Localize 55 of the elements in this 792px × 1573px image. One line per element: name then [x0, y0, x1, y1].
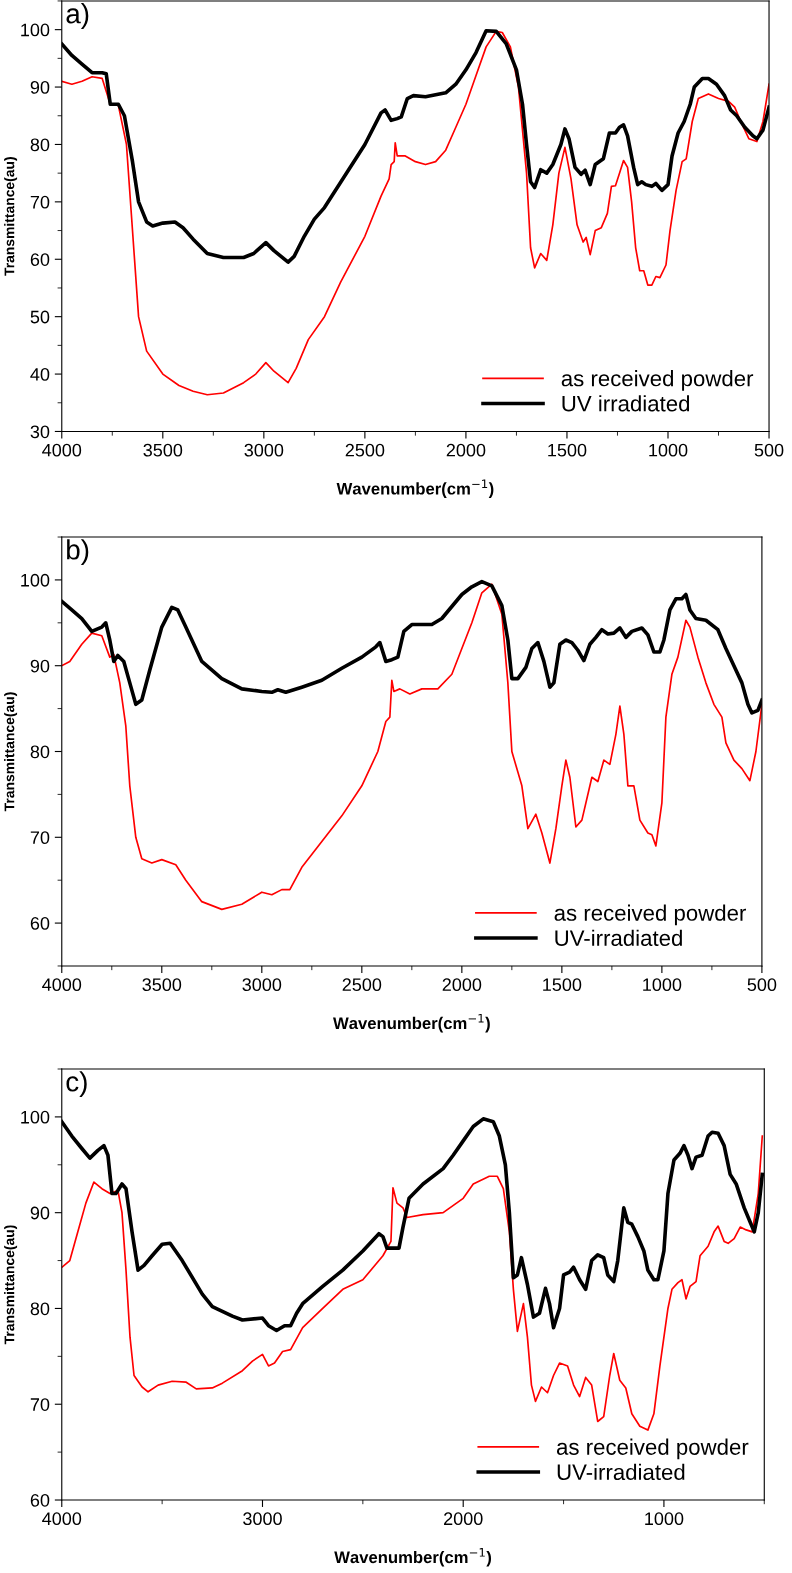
y-tick-label: 40 [30, 368, 50, 381]
x-tick-label: 1000 [649, 443, 688, 457]
y-tick-label: 70 [30, 831, 50, 845]
legend-label: as received powder [554, 904, 746, 926]
y-tick-label: 80 [30, 745, 50, 759]
x-tick-label: 500 [754, 443, 784, 457]
x-tick-label: 4000 [42, 443, 82, 457]
x-tick-label: 1500 [543, 978, 582, 992]
legend-label: UV-irradiated [555, 929, 682, 947]
x-tick-label: 500 [747, 978, 777, 992]
annotation: a) [66, 3, 89, 29]
x-axis-title: Wavenumber(cm$^{−1}$) [334, 1548, 492, 1567]
x-tick-label: 3000 [244, 443, 284, 457]
y-tick-label: 60 [30, 253, 50, 266]
x-tick-label: 1000 [643, 978, 682, 992]
x-tick-label: 3500 [142, 978, 182, 992]
y-axis-title: Transmittance(au) [4, 157, 18, 276]
x-tick-label: 2000 [446, 443, 486, 457]
y-tick-label: 50 [30, 310, 50, 324]
x-axis-title: Wavenumber(cm$^{−1}$) [336, 479, 494, 498]
y-tick-label: 90 [30, 80, 50, 94]
y-tick-label: 100 [21, 23, 50, 37]
line-series [61, 30, 770, 396]
y-tick-label: 80 [30, 1302, 50, 1316]
x-tick-label: 3000 [242, 978, 282, 992]
x-tick-label: 4000 [42, 978, 82, 992]
x-tick-label: 2000 [444, 1512, 483, 1526]
x-tick-label: 1000 [645, 1512, 684, 1526]
legend-label: as received powder [561, 370, 754, 391]
y-tick-label: 70 [30, 1398, 50, 1411]
y-axis-title: Transmittance(au) [4, 1225, 18, 1345]
x-tick-label: 3000 [243, 1512, 282, 1526]
x-axis-title: Wavenumber(cm$^{−1}$) [333, 1014, 490, 1033]
annotation: b) [67, 539, 89, 566]
y-axis-title: Transmittance(au) [4, 692, 18, 812]
y-tick-label: 30 [30, 425, 50, 439]
x-tick-label: 4000 [42, 1512, 82, 1526]
y-tick-label: 60 [30, 1493, 50, 1507]
annotation: c) [66, 1071, 87, 1098]
legend-label: UV irradiated [562, 395, 690, 412]
y-tick-label: 70 [30, 195, 50, 209]
y-tick-label: 80 [30, 138, 50, 152]
y-tick-label: 90 [30, 659, 50, 673]
x-tick-label: 2500 [342, 978, 382, 992]
line-series [61, 1135, 764, 1431]
x-tick-label: 1500 [548, 443, 587, 457]
x-tick-label: 3500 [143, 443, 183, 457]
y-tick-label: 90 [30, 1206, 50, 1220]
legend-label: as received powder [556, 1438, 749, 1460]
x-tick-label: 2500 [345, 443, 385, 457]
y-tick-label: 100 [21, 1110, 50, 1124]
x-tick-label: 2000 [442, 978, 482, 992]
y-tick-label: 60 [30, 917, 50, 930]
legend-label: UV-irradiated [557, 1463, 685, 1481]
y-tick-label: 100 [21, 573, 50, 587]
